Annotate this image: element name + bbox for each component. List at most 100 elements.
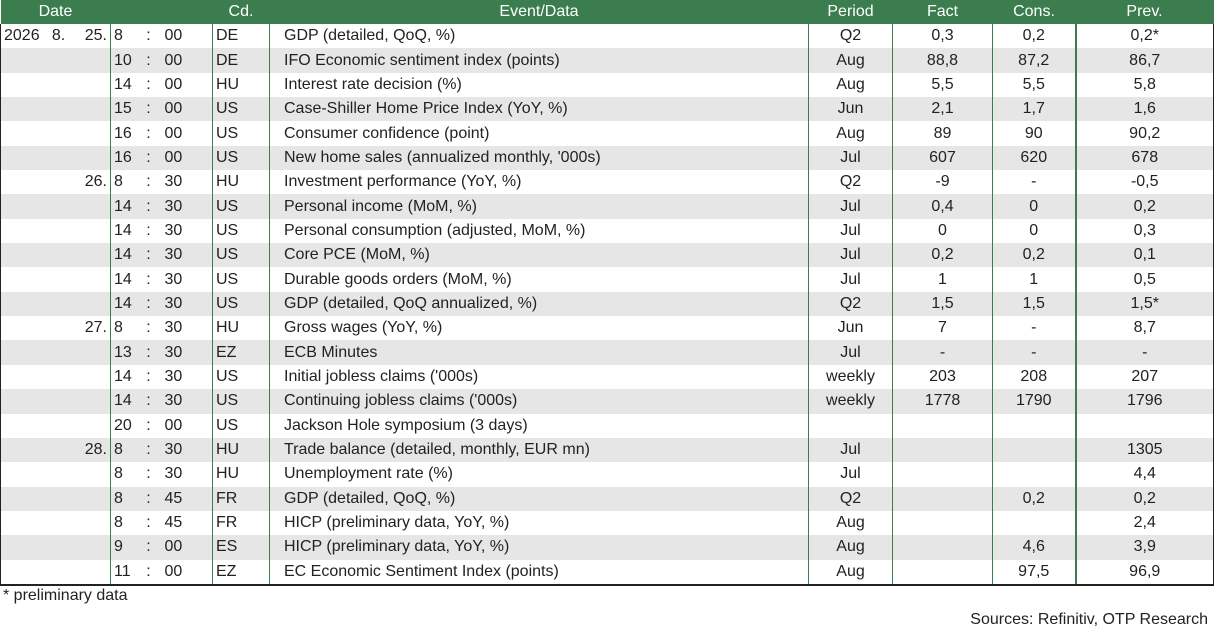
- date-day: [72, 194, 111, 219]
- country-code: US: [212, 267, 270, 292]
- time-minute: 00: [154, 24, 213, 49]
- time-separator: :: [142, 437, 155, 463]
- time-hour: 16: [110, 121, 143, 146]
- time-hour: 8: [110, 462, 143, 487]
- time-separator: :: [142, 218, 155, 244]
- date-day: [72, 486, 111, 511]
- table-row: 15:00 US Case-Shiller Home Price Index (Yo…: [0, 97, 1214, 122]
- time-hour: 16: [110, 145, 143, 171]
- date-day: [72, 559, 111, 586]
- table-row: 2026 8. 25. 8:00 DE GDP (detailed, QoQ, %) Q2 0…: [0, 24, 1214, 49]
- time-minute: 45: [154, 510, 213, 536]
- previous-value: 0,2: [1074, 194, 1214, 219]
- sources-note: Sources: Refinitiv, OTP Research: [970, 611, 1208, 628]
- time-separator: :: [142, 194, 155, 219]
- date-year: [0, 462, 45, 487]
- date-year: [0, 340, 45, 365]
- previous-value: 86,7: [1074, 48, 1214, 73]
- time-hour: 8: [110, 24, 143, 49]
- consensus-value: [992, 510, 1076, 536]
- previous-value: 0,2*: [1074, 24, 1214, 49]
- consensus-value: -: [992, 340, 1076, 365]
- time-separator: :: [142, 486, 155, 511]
- fact-value: [892, 510, 993, 536]
- time-separator: :: [142, 170, 155, 195]
- time-hour: 8: [110, 510, 143, 536]
- date-year: [0, 218, 45, 244]
- previous-value: 1,5*: [1074, 291, 1214, 317]
- date-day: 26.: [72, 170, 111, 195]
- date-month: [44, 243, 73, 268]
- time-separator: :: [142, 24, 155, 49]
- time-minute: 00: [154, 121, 213, 146]
- date-year: [0, 194, 45, 219]
- time-separator: :: [142, 48, 155, 73]
- time-minute: 00: [154, 535, 213, 560]
- date-day: [72, 48, 111, 73]
- time-separator: :: [142, 243, 155, 268]
- time-separator: :: [142, 413, 155, 438]
- country-code: DE: [212, 48, 270, 73]
- table-row: 20:00 US Jackson Hole symposium (3 days): [0, 413, 1214, 438]
- period: [808, 413, 893, 438]
- date-year: [0, 316, 45, 341]
- date-day: 28.: [72, 437, 111, 463]
- event-name: Personal income (MoM, %): [269, 194, 809, 219]
- time-minute: 00: [154, 413, 213, 438]
- fact-value: -: [892, 340, 993, 365]
- date-month: [44, 170, 73, 195]
- time-hour: 20: [110, 413, 143, 438]
- consensus-value: 620: [992, 145, 1076, 171]
- time-minute: 00: [154, 97, 213, 122]
- fact-value: 88,8: [892, 48, 993, 73]
- date-month: [44, 316, 73, 341]
- date-month: [44, 413, 73, 438]
- date-month: [44, 389, 73, 414]
- table-row: 14:30 US Durable goods orders (MoM, %) Jul 1…: [0, 267, 1214, 292]
- date-year: [0, 97, 45, 122]
- table-row: 11:00 EZ EC Economic Sentiment Index (poin…: [0, 559, 1214, 586]
- time-minute: 30: [154, 340, 213, 365]
- date-month: [44, 364, 73, 390]
- date-day: [72, 389, 111, 414]
- date-day: [72, 462, 111, 487]
- fact-value: 0,3: [892, 24, 993, 49]
- country-code: US: [212, 243, 270, 268]
- event-name: Trade balance (detailed, monthly, EUR mn…: [269, 437, 809, 463]
- time-hour: 11: [110, 559, 143, 586]
- country-code: US: [212, 97, 270, 122]
- country-code: HU: [212, 72, 270, 98]
- event-name: HICP (preliminary data, YoY, %): [269, 510, 809, 536]
- consensus-value: 0: [992, 194, 1076, 219]
- period: Jul: [808, 243, 893, 268]
- event-name: Case-Shiller Home Price Index (YoY, %): [269, 97, 809, 122]
- economic-calendar-table: Date Cd. Event/Data Period Fact Cons. Pr…: [0, 0, 1214, 586]
- country-code: FR: [212, 486, 270, 511]
- time-separator: :: [142, 535, 155, 560]
- fact-value: 1778: [892, 389, 993, 414]
- event-name: Core PCE (MoM, %): [269, 243, 809, 268]
- table-row: 10:00 DE IFO Economic sentiment index (poi…: [0, 48, 1214, 73]
- table-row: 14:30 US Personal income (MoM, %) Jul 0,4 0 0,…: [0, 194, 1214, 219]
- time-hour: 9: [110, 535, 143, 560]
- date-month: [44, 437, 73, 463]
- consensus-value: 0: [992, 218, 1076, 244]
- time-minute: 00: [154, 559, 213, 586]
- header-cd: Cd.: [212, 0, 270, 24]
- fact-value: -9: [892, 170, 993, 195]
- period: weekly: [808, 389, 893, 414]
- header-period: Period: [808, 0, 893, 24]
- event-name: New home sales (annualized monthly, '000…: [269, 145, 809, 171]
- consensus-value: 0,2: [992, 486, 1076, 511]
- previous-value: -: [1074, 340, 1214, 365]
- time-hour: 14: [110, 267, 143, 292]
- time-minute: 30: [154, 291, 213, 317]
- time-separator: :: [142, 97, 155, 122]
- period: Aug: [808, 121, 893, 146]
- date-month: [44, 97, 73, 122]
- previous-value: 1,6: [1074, 97, 1214, 122]
- period: Jul: [808, 194, 893, 219]
- date-day: [72, 291, 111, 317]
- country-code: FR: [212, 510, 270, 536]
- consensus-value: 87,2: [992, 48, 1076, 73]
